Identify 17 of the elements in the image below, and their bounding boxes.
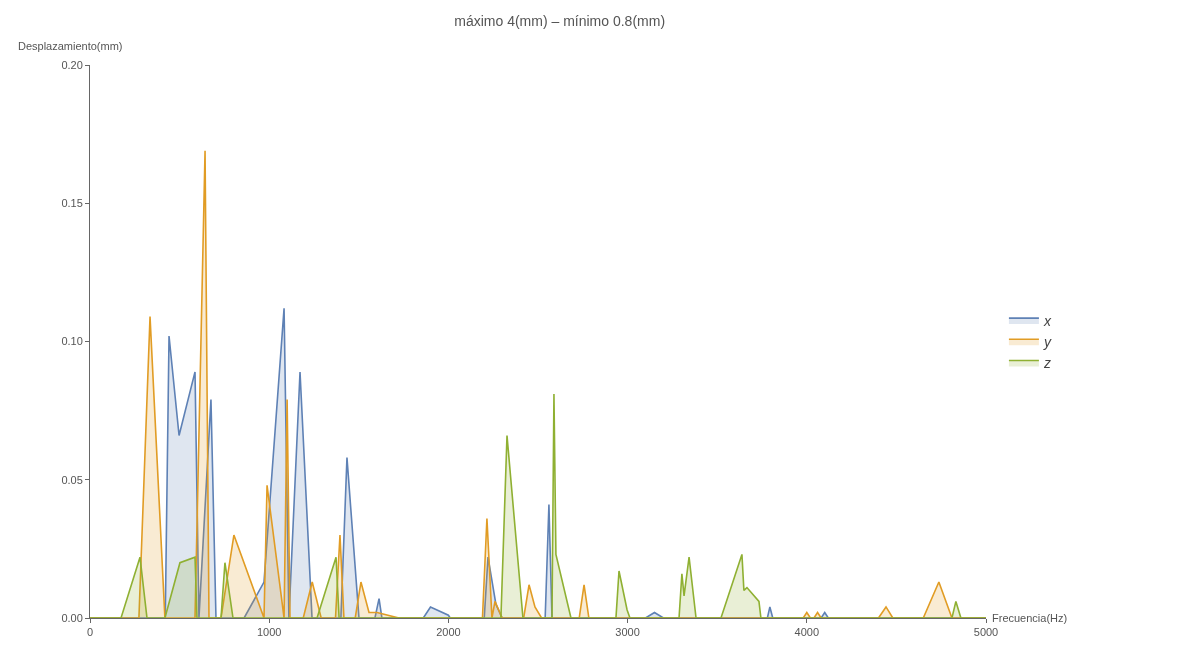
x-tick-label: 0 — [86, 626, 94, 639]
legend-label: x — [1042, 312, 1052, 329]
x-tick-label: 2000 — [436, 626, 461, 639]
chart-title: máximo 4(mm) – mínimo 0.8(mm) — [454, 12, 666, 29]
x-tick-label: 1000 — [256, 626, 282, 639]
legend-label: y — [1042, 333, 1052, 350]
y-tick-label: 0.05 — [61, 473, 83, 486]
y-tick-label: 0.00 — [61, 611, 83, 624]
y-tick-label: 0.20 — [61, 58, 83, 71]
y-tick-label: 0.15 — [61, 197, 83, 210]
x-axis-title: Frecuencia(Hz) — [992, 612, 1068, 624]
y-tick-label: 0.10 — [61, 335, 83, 348]
x-tick-label: 3000 — [615, 626, 640, 639]
y-axis-title: Desplazamiento(mm) — [18, 40, 123, 52]
x-tick-label: 5000 — [973, 626, 999, 639]
x-tick-label: 4000 — [794, 626, 820, 639]
legend-label: z — [1042, 354, 1051, 371]
